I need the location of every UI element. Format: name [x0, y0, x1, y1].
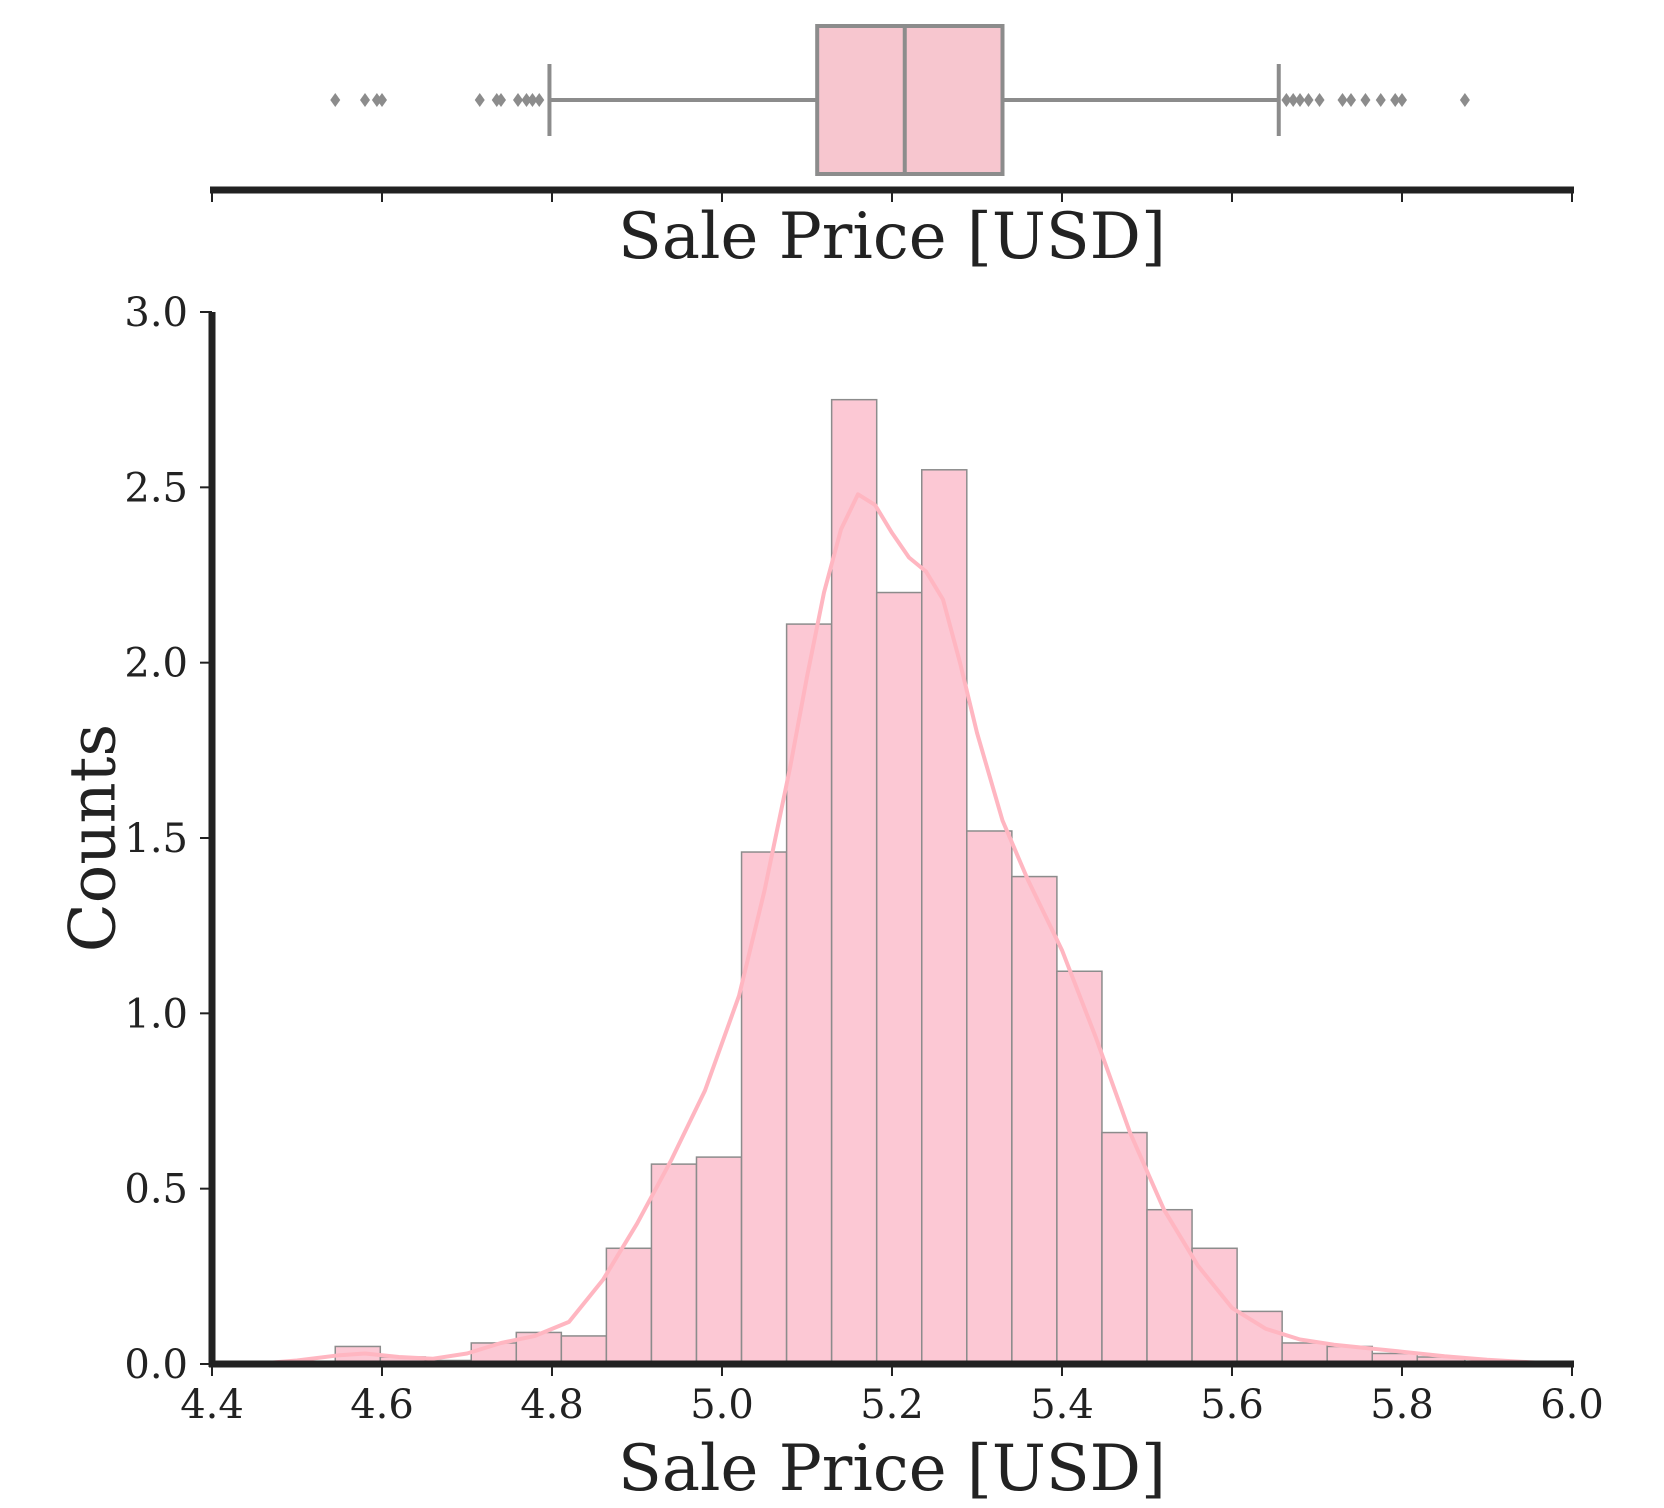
outlier-point: [360, 93, 370, 107]
histogram-bar: [1011, 875, 1058, 1365]
outlier-point: [1303, 93, 1314, 107]
boxplot-marks: [330, 24, 1470, 176]
x-tick-label: 6.0: [1540, 1382, 1604, 1428]
histogram-bar: [740, 851, 788, 1365]
outlier-point: [1397, 93, 1407, 107]
histogram-bar: [605, 1247, 653, 1365]
histogram-bar: [921, 469, 968, 1365]
outlier-point: [534, 93, 545, 107]
outlier-point: [1288, 93, 1299, 107]
histogram-bar: [830, 398, 878, 1365]
histogram-bar: [560, 1335, 608, 1365]
outlier-point: [1360, 93, 1371, 107]
kde-line: [254, 492, 1573, 1366]
x-tick-label: 4.6: [350, 1382, 414, 1428]
histogram-panel: 4.4 4.6 4.8 5.0 5.2 5.4 5.6 5.8 6.0 0.0 0.5 1.0 1.5…: [56, 290, 1603, 1506]
y-tick-label: 3.0: [124, 290, 188, 336]
y-axis-label: Counts: [56, 724, 130, 953]
outlier-point: [1390, 93, 1401, 107]
boxplot-panel: Sale Price [USD]: [210, 24, 1574, 274]
outlier-point: [474, 93, 485, 107]
outlier-point: [1337, 93, 1348, 107]
outlier-point: [513, 93, 523, 107]
outlier-point: [527, 93, 538, 107]
x-tick-label: 5.0: [690, 1382, 754, 1428]
histogram-bar: [650, 1163, 698, 1365]
y-tick-label: 2.0: [124, 641, 188, 687]
outlier-point: [1314, 93, 1325, 107]
y-tick-label: 0.0: [124, 1342, 188, 1388]
x-tick-label: 4.8: [520, 1382, 584, 1428]
histogram-bar: [1101, 1131, 1148, 1365]
histogram-bar: [785, 623, 833, 1365]
y-tick-label: 2.5: [124, 465, 188, 511]
outlier-point: [496, 93, 506, 107]
x-tick-label: 5.2: [860, 1382, 924, 1428]
y-tick-label: 0.5: [124, 1167, 188, 1213]
histogram-bars: [334, 398, 1466, 1365]
outlier-point: [1346, 93, 1356, 107]
histogram-bar: [875, 591, 923, 1365]
x-tick-label: 5.8: [1370, 1382, 1434, 1428]
outlier-point: [1459, 93, 1470, 107]
outlier-point: [330, 93, 341, 107]
y-ticks: 0.0 0.5 1.0 1.5 2.0 2.5 3.0: [124, 290, 212, 1388]
histogram-bar: [966, 830, 1013, 1365]
outlier-point: [1281, 93, 1292, 107]
histogram-bar: [1056, 970, 1103, 1365]
outlier-point: [1375, 93, 1386, 107]
boxplot-x-ticks: [211, 190, 1573, 202]
y-tick-label: 1.5: [124, 816, 188, 862]
x-axis-label: Sale Price [USD]: [618, 1432, 1166, 1506]
histogram-bar: [695, 1156, 743, 1365]
histogram-bar: [1236, 1310, 1283, 1365]
outlier-point: [377, 93, 387, 107]
box-iqr: [815, 24, 1005, 176]
histogram-bar: [1146, 1208, 1193, 1365]
x-ticks: 4.4 4.6 4.8 5.0 5.2 5.4 5.6 5.8 6.0: [180, 1364, 1604, 1428]
outlier-point: [371, 93, 382, 107]
boxplot-x-axis-label: Sale Price [USD]: [618, 200, 1166, 274]
outlier-point: [521, 93, 532, 107]
x-tick-label: 5.4: [1030, 1382, 1094, 1428]
y-tick-label: 1.0: [124, 991, 188, 1037]
outlier-point: [1295, 93, 1305, 107]
x-tick-label: 4.4: [180, 1382, 244, 1428]
x-tick-label: 5.6: [1200, 1382, 1264, 1428]
